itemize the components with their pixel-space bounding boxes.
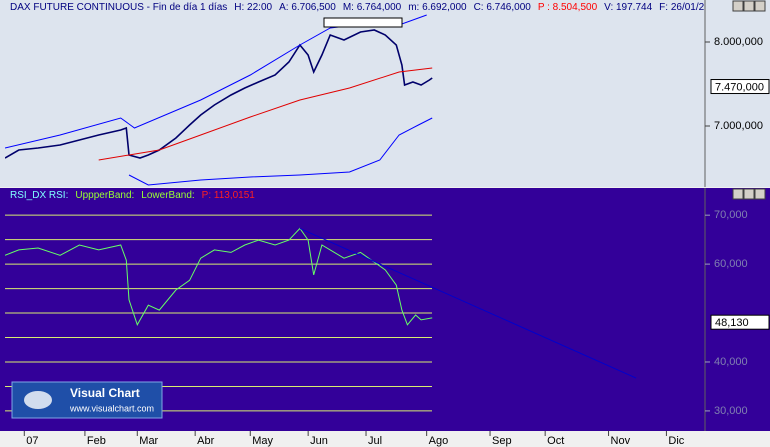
header-text: UppperBand:	[75, 190, 135, 201]
plot	[5, 14, 433, 186]
x-tick-label: Jun	[310, 435, 328, 447]
panel-button	[732, 188, 744, 200]
header-text: DAX FUTURE CONTINUOUS - Fin de día 1 día…	[10, 2, 228, 13]
panel-background	[0, 0, 770, 187]
last-value-label: 48,130	[715, 317, 749, 329]
last-value-box	[710, 314, 770, 330]
panel-button	[743, 0, 755, 12]
series-line	[5, 29, 433, 159]
series-line	[299, 227, 637, 379]
y-tick-label: 30,000	[714, 405, 748, 417]
x-tick-label: Abr	[197, 435, 214, 447]
plot	[5, 227, 637, 379]
header-text: H: 22:00	[234, 2, 273, 13]
header-text: F: 26/01/2	[659, 2, 705, 13]
panel-button	[754, 188, 766, 200]
y-tick-label: 70,000	[714, 209, 748, 221]
x-tick-label: Sep	[492, 435, 512, 447]
logo-title: Visual Chart	[70, 386, 140, 400]
logo-icon	[24, 391, 52, 409]
header-text: P: 113,0151	[201, 190, 255, 201]
header-text: V: 197.744	[604, 2, 653, 13]
x-tick-label: May	[252, 435, 273, 447]
header-text: LowerBand:	[141, 190, 195, 201]
y-tick-label: 8.000,000	[714, 36, 763, 48]
header-text: C: 6.746,000	[473, 2, 531, 13]
x-tick-label: Ago	[429, 435, 449, 447]
y-tick-label: 40,000	[714, 356, 748, 368]
x-tick-label: Feb	[87, 435, 106, 447]
price-header: DAX FUTURE CONTINUOUS - Fin de día 1 día…	[10, 1, 728, 14]
series-line	[5, 227, 433, 327]
top-box	[323, 17, 403, 28]
x-tick-label: Jul	[368, 435, 382, 447]
header-text: M: 6.764,000	[342, 2, 402, 13]
header-text: m: 6.692,000	[408, 2, 467, 13]
x-tick-label: Mar	[139, 435, 158, 447]
panel-button	[754, 0, 766, 12]
logo-url: www.visualchart.com	[69, 403, 154, 413]
x-tick-label: Dic	[668, 435, 684, 447]
y-tick-label: 60,000	[714, 258, 748, 270]
panel-button	[743, 188, 755, 200]
x-tick-label: 07	[26, 435, 38, 447]
series-line	[98, 67, 433, 161]
header-text: P : 8.504,500	[537, 2, 598, 13]
header-text: RSI_DX RSI:	[10, 190, 69, 201]
last-value-label: 7.470,000	[715, 81, 764, 93]
last-value-box	[710, 79, 770, 95]
y-tick-label: 7.000,000	[714, 120, 763, 132]
x-tick-label: Oct	[547, 435, 564, 447]
header-text: A: 6.706,500	[279, 2, 336, 13]
series-line	[128, 117, 433, 186]
x-tick-label: Nov	[611, 435, 631, 447]
panel-button	[732, 0, 744, 12]
rsi-legend: RSI_DX RSI: UppperBand: LowerBand: P: 113,0…	[10, 189, 728, 202]
